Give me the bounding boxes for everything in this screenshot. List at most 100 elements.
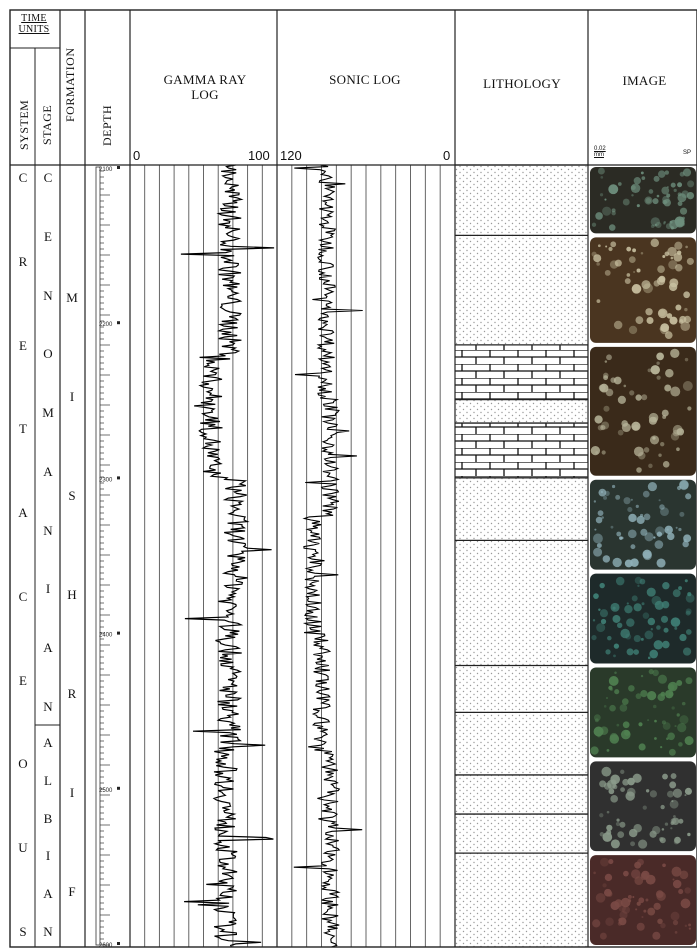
grain: [599, 582, 605, 589]
thin-section-photo: [590, 479, 696, 570]
grain: [622, 198, 630, 206]
grain: [639, 513, 644, 518]
grain: [596, 299, 601, 304]
grain: [642, 612, 650, 619]
grain: [663, 627, 669, 633]
grain: [594, 528, 597, 531]
grain: [671, 706, 675, 710]
letter: N: [43, 287, 53, 303]
grain: [650, 238, 660, 248]
letter: S: [19, 923, 27, 939]
grain: [608, 246, 613, 252]
grain: [603, 405, 610, 412]
grain: [648, 669, 654, 675]
letter: A: [43, 735, 53, 750]
grain: [616, 531, 622, 537]
grain: [680, 321, 691, 331]
grain: [661, 186, 670, 195]
grain: [636, 467, 642, 473]
grain: [620, 729, 631, 740]
grain: [682, 168, 692, 177]
grain: [611, 208, 616, 213]
grain: [661, 600, 670, 609]
grain: [629, 390, 635, 396]
grain: [636, 204, 640, 208]
grain: [644, 532, 654, 542]
grain: [638, 722, 643, 727]
grain: [647, 691, 657, 701]
grain: [648, 416, 657, 425]
grain: [640, 528, 648, 536]
outer-border: [9, 9, 697, 948]
grain: [633, 177, 641, 185]
grain: [657, 265, 665, 274]
grain: [628, 256, 636, 264]
letter: A: [43, 463, 53, 479]
grain: [661, 828, 665, 831]
grain: [590, 445, 601, 456]
grain: [626, 602, 629, 605]
grain: [615, 576, 625, 586]
grain: [621, 423, 631, 433]
grain: [659, 327, 663, 331]
grain: [623, 870, 629, 877]
grain: [642, 490, 650, 498]
grain: [610, 774, 620, 785]
grain: [618, 917, 623, 923]
grain: [603, 375, 609, 381]
grain: [682, 381, 693, 391]
column-borders: [9, 9, 697, 948]
grain: [631, 421, 641, 431]
grain: [596, 623, 606, 633]
grain: [675, 304, 682, 311]
grain: [628, 685, 635, 692]
letter: I: [45, 581, 51, 597]
lithology-sandstone: [455, 477, 588, 541]
photo-background: [590, 167, 696, 234]
grain: [665, 369, 674, 378]
grain: [672, 878, 675, 881]
grain: [686, 191, 695, 200]
grain: [674, 836, 681, 844]
grain: [608, 859, 614, 865]
grain: [664, 331, 673, 340]
grain: [593, 593, 599, 599]
grain: [667, 681, 678, 692]
grain: [605, 245, 608, 248]
grain: [635, 504, 639, 508]
grain: [632, 248, 637, 253]
grain: [625, 791, 635, 801]
grain: [657, 170, 666, 178]
grain: [652, 826, 661, 835]
grain: [650, 365, 660, 375]
thin-section-photo: [590, 167, 696, 234]
grain: [600, 490, 604, 494]
grain: [600, 424, 606, 431]
grain: [631, 284, 642, 294]
grain: [594, 718, 599, 723]
letter: N: [43, 698, 53, 714]
grain: [609, 704, 616, 712]
grain: [654, 540, 664, 549]
grain: [640, 674, 644, 678]
grain: [606, 748, 610, 752]
grain: [635, 693, 642, 700]
grain: [668, 260, 678, 270]
grain: [610, 795, 618, 803]
grain: [601, 450, 606, 455]
letter: N: [43, 522, 53, 538]
grain: [672, 879, 682, 889]
grain: [650, 224, 655, 228]
letter: E: [44, 228, 52, 244]
photo-background: [590, 479, 696, 570]
grain: [683, 534, 692, 543]
grain: [638, 897, 645, 904]
grain: [644, 196, 653, 205]
grain: [639, 578, 646, 585]
grain: [653, 175, 660, 182]
grain: [662, 773, 668, 780]
grain: [670, 818, 677, 824]
grain: [660, 746, 663, 749]
grain: [684, 736, 694, 746]
grain: [656, 361, 660, 365]
